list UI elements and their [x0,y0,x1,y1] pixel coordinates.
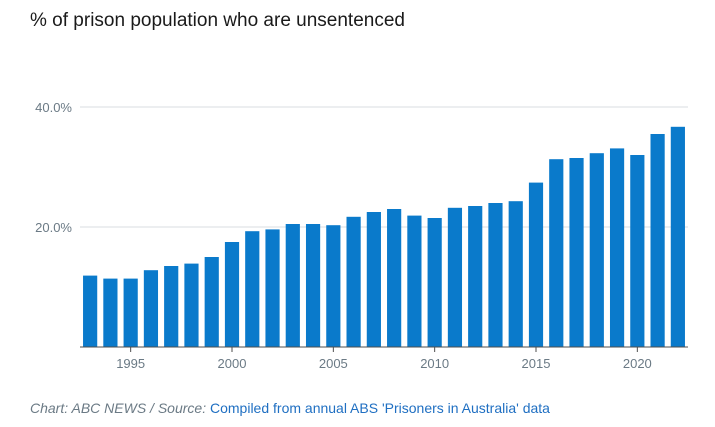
bar-2001 [245,231,260,347]
bar-1997 [164,266,179,347]
bar-2016 [549,159,564,347]
bar-1994 [103,278,118,347]
bar-1996 [143,270,159,347]
bar-2013 [488,203,503,347]
bar-1993 [83,275,98,347]
credit-text: Chart: ABC NEWS / Source: [30,400,207,416]
bar-2010 [427,218,442,347]
bar-2012 [468,206,483,347]
source-link[interactable]: Compiled from annual ABS 'Prisoners in A… [209,400,550,416]
y-tick-label-40: 40.0% [35,100,72,115]
bar-2006 [346,216,361,347]
bar-1999 [204,257,219,347]
bar-2014 [508,201,523,347]
bar-2005 [326,225,341,347]
bar-2021 [650,134,665,347]
bar-2019 [609,148,625,347]
bar-2009 [407,215,422,347]
bar-2020 [630,155,645,347]
bar-2017 [569,158,584,347]
x-tick-label-2010: 2010 [420,356,449,371]
chart-title: % of prison population who are unsentenc… [30,10,405,31]
x-tick-label-2000: 2000 [218,356,247,371]
x-tick-label-2005: 2005 [319,356,348,371]
bar-2015 [528,182,544,347]
bar-2004 [305,224,321,347]
bar-1998 [184,263,199,347]
chart-footer: Chart: ABC NEWS / Source: Compiled from … [30,400,550,416]
x-tick-label-2020: 2020 [623,356,652,371]
x-tick-label-1995: 1995 [116,356,145,371]
bar-2007 [366,212,381,347]
bar-2011 [447,207,463,347]
bar-2002 [265,229,280,347]
bar-2022 [670,126,685,347]
y-tick-label-20: 20.0% [35,220,72,235]
axes: 20.0% 40.0% 1995 2000 2005 2010 2015 2020 [35,100,688,371]
x-tick-label-2015: 2015 [522,356,551,371]
bar-2000 [224,242,240,347]
bars [83,126,685,347]
bar-2008 [387,209,402,347]
bar-2003 [285,224,300,347]
bar-2018 [589,153,604,347]
bar-1995 [123,278,138,347]
gridlines [80,106,688,228]
